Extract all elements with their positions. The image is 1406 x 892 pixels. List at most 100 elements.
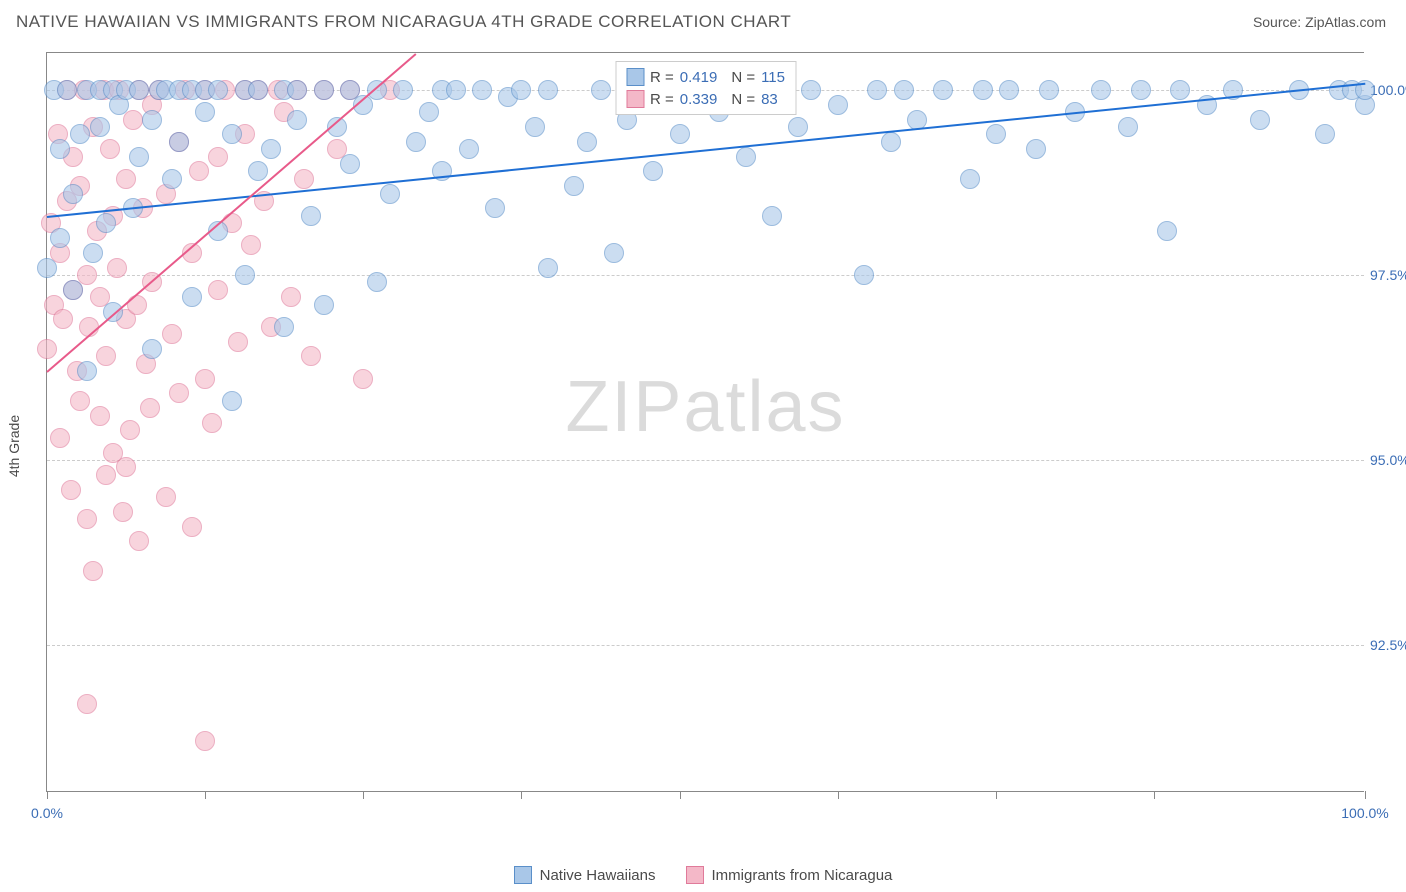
- xtick: [363, 791, 364, 799]
- scatter-point: [314, 80, 334, 100]
- scatter-point: [828, 95, 848, 115]
- scatter-point: [142, 339, 162, 359]
- scatter-point: [129, 147, 149, 167]
- scatter-point: [294, 169, 314, 189]
- scatter-point: [116, 457, 136, 477]
- watermark: ZIPatlas: [565, 366, 845, 448]
- scatter-point: [564, 176, 584, 196]
- scatter-point: [222, 124, 242, 144]
- scatter-point: [63, 184, 83, 204]
- scatter-point: [120, 420, 140, 440]
- scatter-point: [287, 80, 307, 100]
- scatter-point: [189, 161, 209, 181]
- scatter-point: [182, 517, 202, 537]
- ytick-label: 95.0%: [1370, 452, 1406, 468]
- scatter-point: [169, 383, 189, 403]
- legend-series-label: Native Hawaiians: [540, 867, 656, 884]
- scatter-point: [156, 487, 176, 507]
- scatter-point: [162, 324, 182, 344]
- scatter-point: [96, 465, 116, 485]
- xtick: [47, 791, 48, 799]
- legend-r-value: 0.419: [680, 69, 718, 86]
- legend-swatch: [686, 866, 704, 884]
- xtick: [1365, 791, 1366, 799]
- xtick: [996, 791, 997, 799]
- scatter-point: [96, 213, 116, 233]
- scatter-point: [604, 243, 624, 263]
- scatter-point: [1091, 80, 1111, 100]
- scatter-point: [446, 80, 466, 100]
- scatter-point: [525, 117, 545, 137]
- scatter-point: [248, 161, 268, 181]
- scatter-point: [894, 80, 914, 100]
- scatter-point: [140, 398, 160, 418]
- scatter-point: [1026, 139, 1046, 159]
- scatter-point: [70, 391, 90, 411]
- gridline-h: [47, 460, 1364, 461]
- scatter-point: [77, 694, 97, 714]
- legend-n-value: 115: [761, 69, 785, 86]
- scatter-point: [107, 258, 127, 278]
- xtick: [1154, 791, 1155, 799]
- scatter-point: [485, 198, 505, 218]
- scatter-point: [57, 80, 77, 100]
- scatter-point: [195, 102, 215, 122]
- legend-r-value: 0.339: [680, 91, 718, 108]
- scatter-point: [1170, 80, 1190, 100]
- scatter-point: [973, 80, 993, 100]
- scatter-point: [314, 295, 334, 315]
- scatter-point: [801, 80, 821, 100]
- scatter-point: [281, 287, 301, 307]
- watermark-zip: ZIP: [565, 367, 683, 447]
- scatter-point: [208, 280, 228, 300]
- scatter-point: [380, 184, 400, 204]
- scatter-point: [419, 102, 439, 122]
- scatter-point: [736, 147, 756, 167]
- scatter-point: [50, 428, 70, 448]
- scatter-point: [222, 391, 242, 411]
- source-label: Source: ZipAtlas.com: [1253, 14, 1386, 30]
- scatter-point: [367, 272, 387, 292]
- scatter-point: [788, 117, 808, 137]
- scatter-point: [867, 80, 887, 100]
- scatter-point: [90, 406, 110, 426]
- legend-swatch: [626, 90, 644, 108]
- scatter-point: [762, 206, 782, 226]
- legend-n-label: N =: [731, 69, 755, 86]
- scatter-point: [406, 132, 426, 152]
- xtick-label: 100.0%: [1341, 805, 1388, 821]
- scatter-point: [142, 110, 162, 130]
- scatter-point: [235, 265, 255, 285]
- xtick-label: 0.0%: [31, 805, 63, 821]
- scatter-point: [129, 80, 149, 100]
- legend-correlation-row: R = 0.419 N = 115: [626, 66, 785, 88]
- scatter-point: [113, 502, 133, 522]
- scatter-point: [182, 287, 202, 307]
- watermark-atlas: atlas: [683, 367, 845, 447]
- scatter-point: [202, 413, 222, 433]
- scatter-point: [393, 80, 413, 100]
- legend-swatch: [626, 68, 644, 86]
- scatter-point: [472, 80, 492, 100]
- legend-series-item: Immigrants from Nicaragua: [686, 866, 893, 884]
- scatter-point: [162, 169, 182, 189]
- scatter-point: [96, 346, 116, 366]
- scatter-point: [83, 243, 103, 263]
- xtick: [521, 791, 522, 799]
- scatter-point: [301, 346, 321, 366]
- legend-r-label: R =: [650, 69, 674, 86]
- scatter-point: [129, 531, 149, 551]
- legend-correlation-row: R =0.339N = 83: [626, 88, 785, 110]
- scatter-point: [77, 509, 97, 529]
- scatter-point: [340, 154, 360, 174]
- scatter-point: [61, 480, 81, 500]
- scatter-point: [511, 80, 531, 100]
- scatter-point: [538, 80, 558, 100]
- scatter-point: [228, 332, 248, 352]
- scatter-point: [83, 561, 103, 581]
- scatter-point: [37, 258, 57, 278]
- scatter-point: [301, 206, 321, 226]
- scatter-point: [881, 132, 901, 152]
- scatter-point: [670, 124, 690, 144]
- gridline-h: [47, 645, 1364, 646]
